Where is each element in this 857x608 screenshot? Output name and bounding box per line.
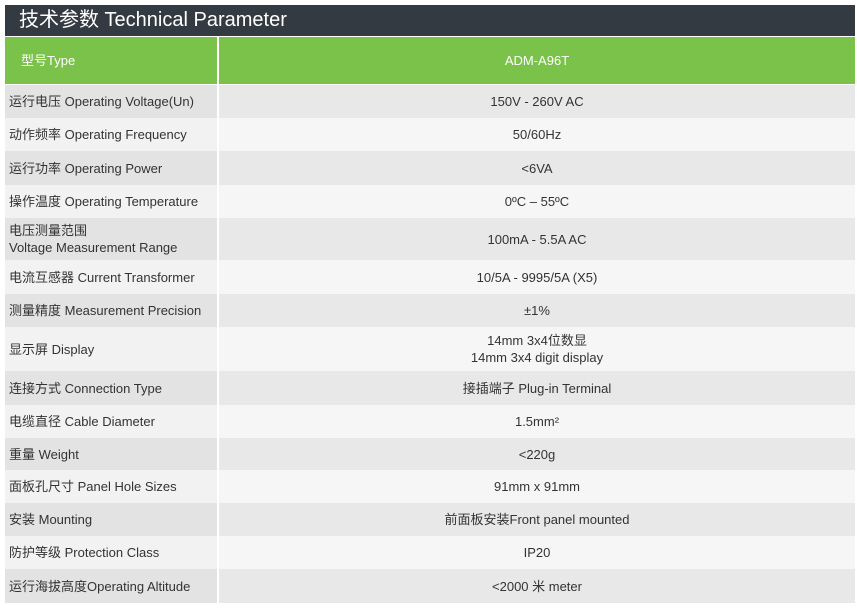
cell-text: 防护等级 Protection Class (9, 545, 160, 560)
cell-text: 显示屏 Display (9, 341, 95, 357)
cell-text: 50/60Hz (512, 127, 562, 142)
row-label: 电压测量范围 Voltage Measurement Range (5, 218, 217, 260)
cell-text: 电压测量范围 (9, 223, 88, 238)
cell-text: 前面板安装Front panel mounted (444, 512, 630, 527)
row-label: 面板孔尺寸 Panel Hole Sizes (5, 470, 217, 503)
cell-text: 安装 Mounting (9, 512, 93, 527)
row-value: 91mm x 91mm (219, 470, 855, 503)
cell-text: Voltage Measurement Range (9, 240, 178, 255)
row-label: 电流互感器 Current Transformer (5, 260, 217, 294)
cell-text: ±1% (524, 303, 550, 318)
row-label: 运行功率 Operating Power (5, 151, 217, 185)
cell-text: 运行海拔高度Operating Altitude (9, 578, 191, 594)
row-label: 连接方式 Connection Type (5, 371, 217, 405)
row-value: 100mA - 5.5A AC (219, 218, 855, 260)
cell-text: 100mA - 5.5A AC (487, 231, 587, 247)
row-value: 150V - 260V AC (219, 85, 855, 118)
cell-text: 测量精度 Measurement Precision (9, 303, 202, 318)
row-value: <2000 米 meter (219, 569, 855, 603)
row-value: 10/5A - 9995/5A (X5) (219, 260, 855, 294)
cell-text: <6VA (521, 160, 553, 176)
row-value: 14mm 3x4位数显 14mm 3x4 digit display (219, 327, 855, 371)
row-label: 测量精度 Measurement Precision (5, 294, 217, 327)
row-value: <220g (219, 438, 855, 470)
row-label: 运行海拔高度Operating Altitude (5, 569, 217, 603)
cell-text: 操作温度 Operating Temperature (9, 194, 199, 209)
cell-text: 91mm x 91mm (494, 479, 580, 494)
cell-text: 接插端子 Plug-in Terminal (462, 380, 612, 396)
cell-text: 150V - 260V AC (490, 94, 584, 109)
cell-text: 电缆直径 Cable Diameter (9, 414, 155, 429)
row-value: 50/60Hz (219, 118, 855, 151)
cell-text: 型号Type (21, 53, 76, 68)
title-bar: 技术参数 Technical Parameter (5, 5, 855, 36)
cell-text: 运行功率 Operating Power (9, 160, 163, 176)
row-value: ±1% (219, 294, 855, 327)
cell-text: 动作频率 Operating Frequency (9, 127, 187, 142)
title: 技术参数 Technical Parameter (19, 9, 287, 31)
row-value: 0ºC – 55ºC (219, 185, 855, 218)
cell-text: IP20 (523, 545, 551, 560)
row-value: 1.5mm² (219, 405, 855, 438)
row-label: 防护等级 Protection Class (5, 536, 217, 569)
cell-text: <220g (518, 446, 556, 462)
cell-text: <2000 米 meter (492, 578, 582, 594)
row-label: 动作频率 Operating Frequency (5, 118, 217, 151)
cell-text: 10/5A - 9995/5A (X5) (476, 269, 598, 285)
header-label: 型号Type (5, 37, 217, 84)
row-label: 运行电压 Operating Voltage(Un) (5, 85, 217, 118)
cell-text: 重量 Weight (9, 446, 79, 462)
header-value: ADM-A96T (219, 37, 855, 84)
row-label: 电缆直径 Cable Diameter (5, 405, 217, 438)
row-label: 重量 Weight (5, 438, 217, 470)
row-label: 显示屏 Display (5, 327, 217, 371)
row-value: 接插端子 Plug-in Terminal (219, 371, 855, 405)
cell-text: 14mm 3x4位数显 (487, 333, 587, 348)
row-value: IP20 (219, 536, 855, 569)
cell-text: 0ºC – 55ºC (504, 194, 570, 209)
row-value: 前面板安装Front panel mounted (219, 503, 855, 536)
cell-text: 运行电压 Operating Voltage(Un) (9, 94, 194, 109)
cell-text: 连接方式 Connection Type (9, 380, 162, 396)
row-label: 操作温度 Operating Temperature (5, 185, 217, 218)
cell-text: 电流互感器 Current Transformer (9, 269, 195, 285)
row-label: 安装 Mounting (5, 503, 217, 536)
cell-text: 面板孔尺寸 Panel Hole Sizes (9, 479, 177, 494)
cell-text: 14mm 3x4 digit display (470, 350, 604, 365)
cell-text: ADM-A96T (504, 53, 570, 68)
row-value: <6VA (219, 151, 855, 185)
cell-text: 1.5mm² (514, 414, 560, 429)
